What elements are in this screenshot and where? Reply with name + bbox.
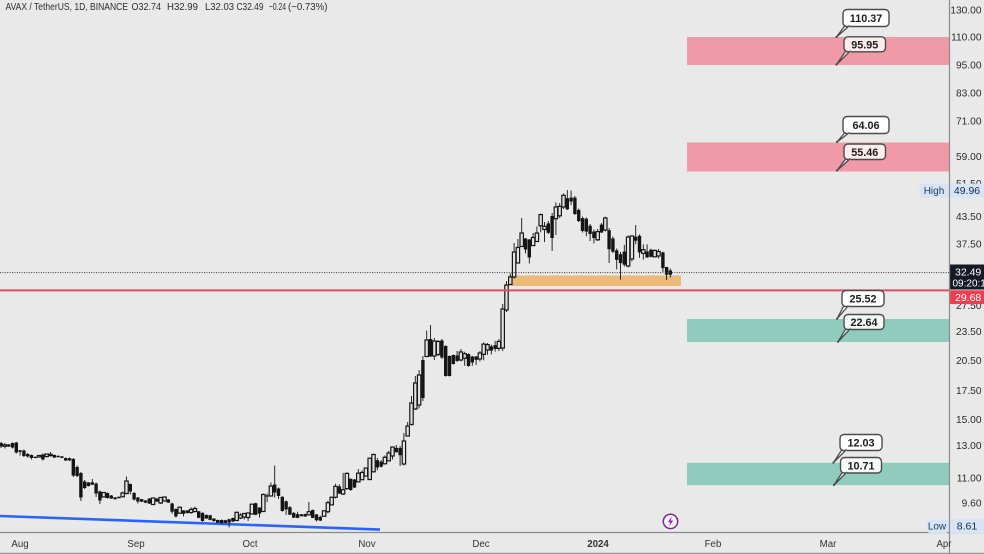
svg-text:AVAX / TetherUS, 1D, BINANCE: AVAX / TetherUS, 1D, BINANCE [6, 2, 129, 13]
svg-text:09:20:15: 09:20:15 [953, 279, 984, 290]
svg-text:95.00: 95.00 [956, 61, 982, 72]
svg-text:83.00: 83.00 [956, 89, 982, 100]
svg-text:110.00: 110.00 [951, 33, 982, 44]
svg-text:10.71: 10.71 [847, 460, 874, 472]
svg-text:49.96: 49.96 [954, 185, 980, 197]
svg-text:Feb: Feb [705, 539, 722, 550]
svg-text:8.61: 8.61 [957, 521, 978, 533]
svg-text:Aug: Aug [11, 539, 28, 550]
svg-text:Nov: Nov [358, 539, 375, 550]
svg-text:Mar: Mar [820, 539, 837, 550]
svg-text:9.60: 9.60 [962, 499, 982, 510]
svg-text:23.50: 23.50 [956, 327, 982, 338]
svg-text:H32.99: H32.99 [167, 2, 198, 13]
svg-text:130.00: 130.00 [950, 6, 981, 17]
svg-text:71.00: 71.00 [956, 117, 982, 128]
svg-text:37.50: 37.50 [956, 240, 982, 251]
svg-text:29.68: 29.68 [955, 292, 981, 304]
svg-text:(−0.73%): (−0.73%) [288, 2, 328, 13]
svg-text:32.49: 32.49 [955, 267, 981, 279]
svg-text:−0.24: −0.24 [269, 2, 286, 13]
svg-text:Oct: Oct [242, 539, 257, 550]
svg-text:2024: 2024 [587, 539, 609, 550]
svg-text:L32.03: L32.03 [205, 2, 234, 13]
svg-text:Low: Low [928, 522, 947, 533]
svg-text:13.00: 13.00 [956, 441, 982, 452]
svg-text:Sep: Sep [127, 539, 144, 550]
svg-text:43.50: 43.50 [956, 212, 982, 223]
svg-text:25.52: 25.52 [849, 294, 876, 306]
svg-text:15.00: 15.00 [956, 415, 982, 426]
svg-text:64.06: 64.06 [852, 120, 879, 132]
svg-text:Apr: Apr [936, 539, 952, 550]
svg-text:12.03: 12.03 [847, 438, 874, 450]
svg-text:17.50: 17.50 [956, 386, 982, 397]
svg-text:55.46: 55.46 [851, 147, 878, 159]
svg-text:11.00: 11.00 [957, 474, 982, 485]
svg-text:22.64: 22.64 [850, 317, 877, 329]
svg-text:20.50: 20.50 [956, 356, 982, 367]
svg-text:C32.49: C32.49 [237, 2, 264, 13]
svg-text:Dec: Dec [472, 539, 489, 550]
svg-text:59.00: 59.00 [956, 152, 982, 163]
svg-text:High: High [924, 186, 945, 197]
svg-text:27.50: 27.50 [956, 301, 982, 312]
svg-text:O32.74: O32.74 [132, 2, 162, 13]
svg-text:95.95: 95.95 [851, 39, 878, 51]
svg-text:110.37: 110.37 [850, 13, 882, 25]
